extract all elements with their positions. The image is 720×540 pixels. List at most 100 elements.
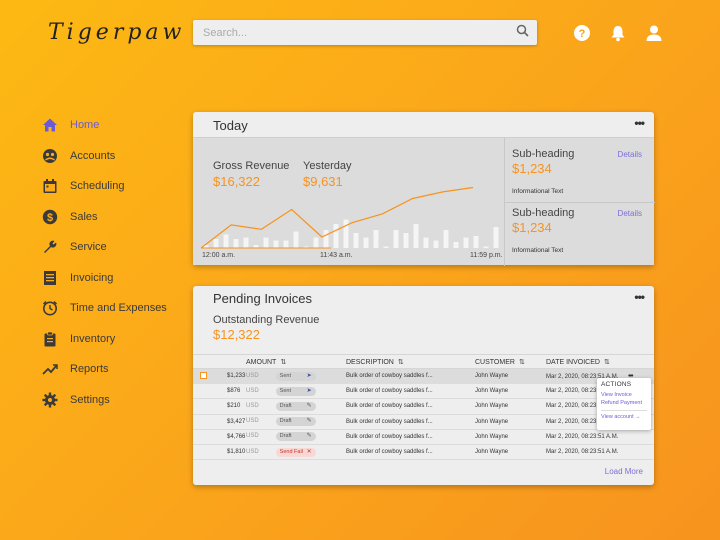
outstanding-label: Outstanding Revenue: [213, 314, 320, 326]
chart-bar: [293, 231, 299, 248]
sort-icon[interactable]: ⇅: [397, 358, 404, 366]
sub-value: $1,234: [512, 220, 552, 235]
table-row[interactable]: $4,766 USD Draft ✎ Bulk order of cowboy sa…: [193, 429, 654, 445]
details-link[interactable]: Details: [617, 150, 642, 159]
currency: USD: [246, 387, 259, 394]
view-invoice-action[interactable]: View Invoice: [601, 392, 632, 398]
status-badge: Draft ✎: [275, 401, 316, 411]
row-more-icon[interactable]: •••: [628, 372, 633, 380]
description-cell: Bulk order of cowboy saddles f...: [346, 444, 475, 461]
pending-invoices-card: Pending Invoices ••• Outstanding Revenue…: [193, 286, 654, 485]
amount-cell: $876: [227, 383, 246, 400]
table-header-row: AMOUNT ⇅ DESCRIPTION ⇅ CUSTOMER ⇅ DATE INVO…: [193, 354, 654, 369]
column-customer[interactable]: CUSTOMER ⇅: [475, 354, 546, 369]
sub-heading: Sub-heading: [512, 148, 575, 160]
sidebar-item-service[interactable]: Service: [40, 232, 180, 263]
gross-revenue-value: $16,322: [213, 174, 260, 189]
table-row[interactable]: $1,810 USD Send Fail ✕ Bulk order of cowbo…: [193, 444, 654, 461]
bell-icon[interactable]: [608, 23, 628, 43]
sub-value: $1,234: [512, 161, 552, 176]
search-bar[interactable]: [193, 20, 537, 45]
table-row[interactable]: $3,427 USD Draft ✎ Bulk order of cowboy sa…: [193, 414, 654, 430]
svg-text:?: ?: [579, 28, 586, 40]
header-actions: ?: [572, 23, 664, 43]
status-badge: Draft ✎: [275, 432, 316, 442]
user-icon[interactable]: [644, 23, 664, 43]
help-icon[interactable]: ?: [572, 23, 592, 43]
sidebar-item-settings[interactable]: Settings: [40, 385, 180, 416]
chart-bar: [353, 233, 359, 248]
search-input[interactable]: [203, 26, 516, 39]
view-account-action[interactable]: View account →: [601, 414, 641, 420]
clock-icon: [40, 298, 60, 318]
status-badge: Send Fail ✕: [275, 447, 316, 457]
chart-bar: [253, 245, 259, 248]
chart-bar: [283, 240, 289, 248]
description-cell: Bulk order of cowboy saddles f...: [346, 368, 475, 385]
load-more-link[interactable]: Load More: [604, 467, 643, 476]
column-amount[interactable]: AMOUNT ⇅: [246, 354, 346, 369]
chart-bar: [463, 237, 469, 248]
sidebar-item-home[interactable]: Home: [40, 110, 180, 141]
amount-cell: $1,810: [227, 444, 246, 461]
status-badge: Draft ✎: [275, 417, 316, 427]
table-row[interactable]: $1,233 USD Sent ➤ Bulk order of cowboy sad…: [193, 368, 654, 385]
chart-bar: [313, 237, 319, 248]
sidebar-item-reports[interactable]: Reports: [40, 354, 180, 385]
currency: USD: [246, 448, 259, 455]
sidebar-item-sales[interactable]: $ Sales: [40, 202, 180, 233]
close-icon: ✕: [306, 448, 312, 455]
chart-bar: [333, 224, 339, 248]
column-description[interactable]: DESCRIPTION ⇅: [346, 354, 475, 369]
customer-cell: John Wayne: [475, 429, 546, 445]
chart-bar: [273, 240, 279, 248]
pending-title: Pending Invoices: [213, 291, 313, 306]
refund-payment-action[interactable]: Refund Payment: [601, 400, 642, 406]
chart-bar: [483, 246, 489, 248]
sort-icon[interactable]: ⇅: [280, 358, 287, 366]
sidebar-item-invoicing[interactable]: Invoicing: [40, 263, 180, 294]
sidebar-item-label: Service: [70, 241, 107, 254]
currency: USD: [246, 433, 259, 440]
x-axis-label-start: 12:00 a.m.: [202, 252, 236, 259]
description-cell: Bulk order of cowboy saddles f...: [346, 429, 475, 445]
actions-heading: ACTIONS: [601, 381, 632, 388]
sub-block-1: Sub-heading $1,234 Details Informational…: [512, 148, 648, 195]
sidebar-item-accounts[interactable]: Accounts: [40, 141, 180, 172]
customer-cell: John Wayne: [475, 444, 546, 461]
gear-icon: [40, 390, 60, 410]
row-checkbox[interactable]: [200, 371, 207, 379]
date-cell: Mar 2, 2020, 08:23:51 A.M.: [546, 429, 654, 445]
chart-bar: [373, 230, 379, 248]
gross-revenue-label: Gross Revenue: [213, 160, 290, 172]
actions-menu: ACTIONS View Invoice Refund Payment View…: [597, 378, 651, 430]
sidebar-item-scheduling[interactable]: Scheduling: [40, 171, 180, 202]
x-axis-label-end: 11:59 p.m.: [470, 252, 503, 259]
today-more-icon[interactable]: •••: [634, 116, 645, 130]
accounts-icon: [40, 146, 60, 166]
tigerpaw-logo: Tigerpaw: [48, 20, 186, 45]
chart-bar: [263, 237, 269, 248]
sidebar-item-time-and-expenses[interactable]: Time and Expenses: [40, 293, 180, 324]
sort-icon[interactable]: ⇅: [603, 358, 610, 366]
sub-block-2: Sub-heading $1,234 Details Informational…: [512, 207, 648, 254]
chart-bar: [233, 239, 239, 248]
currency: USD: [246, 418, 259, 425]
table-row[interactable]: $210 USD Draft ✎ Bulk order of cowboy sadd…: [193, 398, 654, 415]
table-row[interactable]: $876 USD Sent ➤ Bulk order of cowboy saddl…: [193, 383, 654, 400]
chart-bar: [403, 233, 409, 248]
amount-cell: $210: [227, 398, 246, 415]
today-subheadings: Sub-heading $1,234 Details Informational…: [504, 138, 655, 266]
sidebar-item-inventory[interactable]: Inventory: [40, 324, 180, 355]
column-date[interactable]: DATE INVOICED ⇅: [546, 354, 654, 369]
date-cell: Mar 2, 2020, 08:23:51 A.M.: [546, 444, 654, 461]
details-link[interactable]: Details: [617, 209, 642, 218]
yesterday-label: Yesterday: [303, 160, 352, 172]
chart-bar: [473, 236, 479, 248]
search-icon[interactable]: [516, 24, 529, 42]
trend-icon: [40, 359, 60, 379]
sort-icon[interactable]: ⇅: [518, 358, 525, 366]
pending-more-icon[interactable]: •••: [634, 290, 645, 304]
yesterday-value: $9,631: [303, 174, 343, 189]
informational-text: Informational Text: [512, 188, 564, 195]
